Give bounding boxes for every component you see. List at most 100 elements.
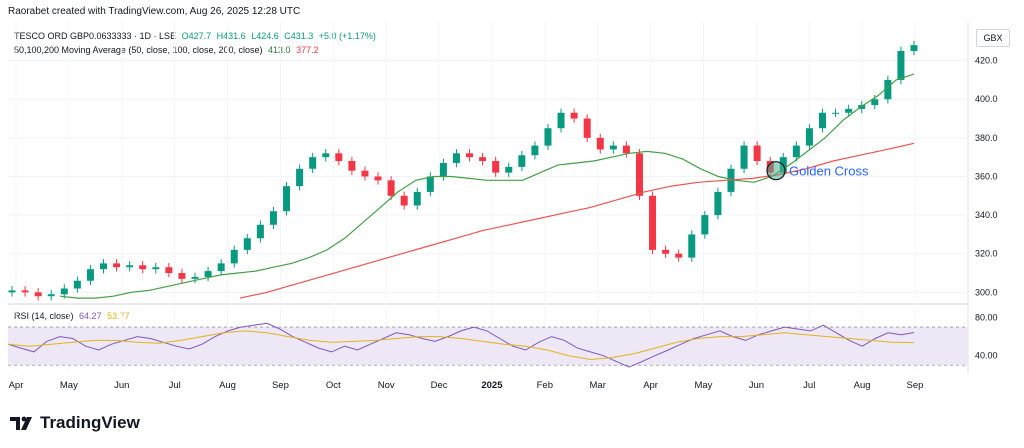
candle-body — [544, 128, 552, 146]
candle-body — [387, 180, 395, 196]
candle-body — [100, 263, 108, 270]
candle-body — [649, 195, 657, 250]
time-axis: Apr May Jun Jul Aug Sep Oct Nov Dec 2025 Feb Mar Apr… — [9, 380, 924, 391]
candle-body — [256, 224, 264, 239]
candle-body — [832, 112, 840, 114]
rsi-panel — [8, 326, 968, 366]
change-value: +5.0 (+1.17%) — [318, 31, 376, 41]
chart-credit: Raorabet created with TradingView.com, A… — [8, 6, 301, 17]
candle-body — [583, 118, 591, 138]
rsi-tick-label: 80.00 — [975, 313, 998, 323]
candle-body — [531, 145, 539, 156]
candle-body — [21, 290, 29, 293]
candle-body — [296, 168, 304, 187]
candle-body — [845, 108, 853, 113]
x-tick-label: Jul — [803, 380, 815, 391]
candle-body — [479, 157, 487, 162]
currency-selector[interactable]: GBX — [976, 29, 1010, 47]
x-tick-label: May — [694, 380, 712, 391]
candle-body — [309, 157, 317, 169]
x-tick-label: Jul — [169, 380, 181, 391]
candle-body — [86, 269, 94, 281]
x-tick-label: Apr — [9, 380, 24, 391]
candle-body — [439, 162, 447, 177]
candle-body — [688, 234, 696, 258]
candle-body — [34, 292, 42, 297]
candle-body — [570, 112, 578, 119]
symbol-name: TESCO ORD GBP0.0633333 · 1D · LSE — [14, 31, 177, 41]
y-tick-label: 300.0 — [975, 287, 998, 297]
golden-cross-label: Golden Cross — [789, 164, 869, 179]
candle-body — [426, 176, 434, 192]
x-tick-label: 2025 — [481, 380, 503, 391]
candle-body — [792, 145, 800, 158]
candle-body — [348, 161, 356, 171]
candle-body — [871, 99, 879, 106]
x-tick-label: Sep — [907, 380, 924, 391]
candle-body — [47, 294, 55, 297]
x-tick-label: Dec — [431, 380, 448, 391]
candle-body — [505, 166, 513, 173]
candle-body — [622, 145, 630, 154]
close-value: C431.3 — [284, 31, 314, 41]
candle-body — [466, 153, 474, 158]
candle-body — [335, 153, 343, 162]
ma-b-value: 377.2 — [296, 45, 319, 55]
candle-body — [139, 265, 147, 270]
rsi-tick-label: 40.00 — [975, 351, 998, 361]
brand-name: TradingView — [40, 413, 140, 432]
rsi-label: RSI (14, close) — [14, 311, 74, 321]
candle-body — [609, 145, 617, 150]
candle-body — [60, 288, 68, 295]
candle-body — [452, 153, 460, 163]
symbol-legend: TESCO ORD GBP0.0633333 · 1D · LSE O427.7… — [14, 31, 379, 41]
candle-body — [884, 79, 892, 100]
candle-body — [897, 50, 905, 80]
rsi-band — [8, 327, 968, 366]
candle-body — [753, 145, 761, 162]
candle-body — [518, 155, 526, 167]
candle-body — [766, 161, 774, 173]
candle-body — [701, 215, 709, 235]
x-tick-label: May — [60, 380, 78, 391]
candle-body — [165, 267, 173, 274]
candle-body — [152, 267, 160, 270]
x-tick-label: Apr — [643, 380, 658, 391]
candle-body — [283, 186, 291, 212]
candle-body — [374, 176, 382, 181]
golden-cross-marker — [766, 161, 786, 181]
candle-body — [910, 45, 918, 51]
y-tick-label: 400.0 — [975, 94, 998, 104]
candle-body — [243, 238, 251, 250]
candle-body — [113, 263, 121, 268]
annotations: Golden Cross — [766, 161, 869, 181]
candle-body — [740, 145, 748, 169]
candle-body — [230, 249, 238, 264]
rsi-ma-value: 53.77 — [107, 311, 130, 321]
candle-body — [635, 153, 643, 196]
candle-body — [178, 273, 186, 279]
rsi-axis: 40.00 80.00 — [975, 313, 998, 361]
ma-label: 50,100,200 Moving Average (50, close, 10… — [14, 45, 263, 55]
grid — [8, 22, 969, 374]
x-tick-label: Sep — [272, 380, 289, 391]
x-tick-label: Jun — [114, 380, 129, 391]
candle-body — [400, 195, 408, 206]
candle-body — [492, 161, 500, 173]
x-tick-label: Nov — [378, 380, 395, 391]
ma-a-value: 413.0 — [268, 45, 291, 55]
tradingview-logo: TradingView — [10, 413, 140, 433]
rsi-legend: RSI (14, close) 64.27 53.77 — [14, 311, 133, 321]
candle-body — [727, 168, 735, 192]
moving-averages — [59, 73, 915, 299]
price-axis: 300.0 320.0 340.0 360.0 380.0 400.0 420.0 — [975, 56, 998, 298]
candle-body — [269, 211, 277, 225]
candle-body — [8, 290, 16, 293]
rsi-line — [7, 322, 915, 368]
candle-body — [805, 128, 813, 146]
ma-legend: 50,100,200 Moving Average (50, close, 10… — [14, 45, 322, 55]
ma-50-line — [59, 73, 915, 299]
ma-200-line — [239, 142, 915, 299]
y-tick-label: 380.0 — [975, 133, 998, 143]
